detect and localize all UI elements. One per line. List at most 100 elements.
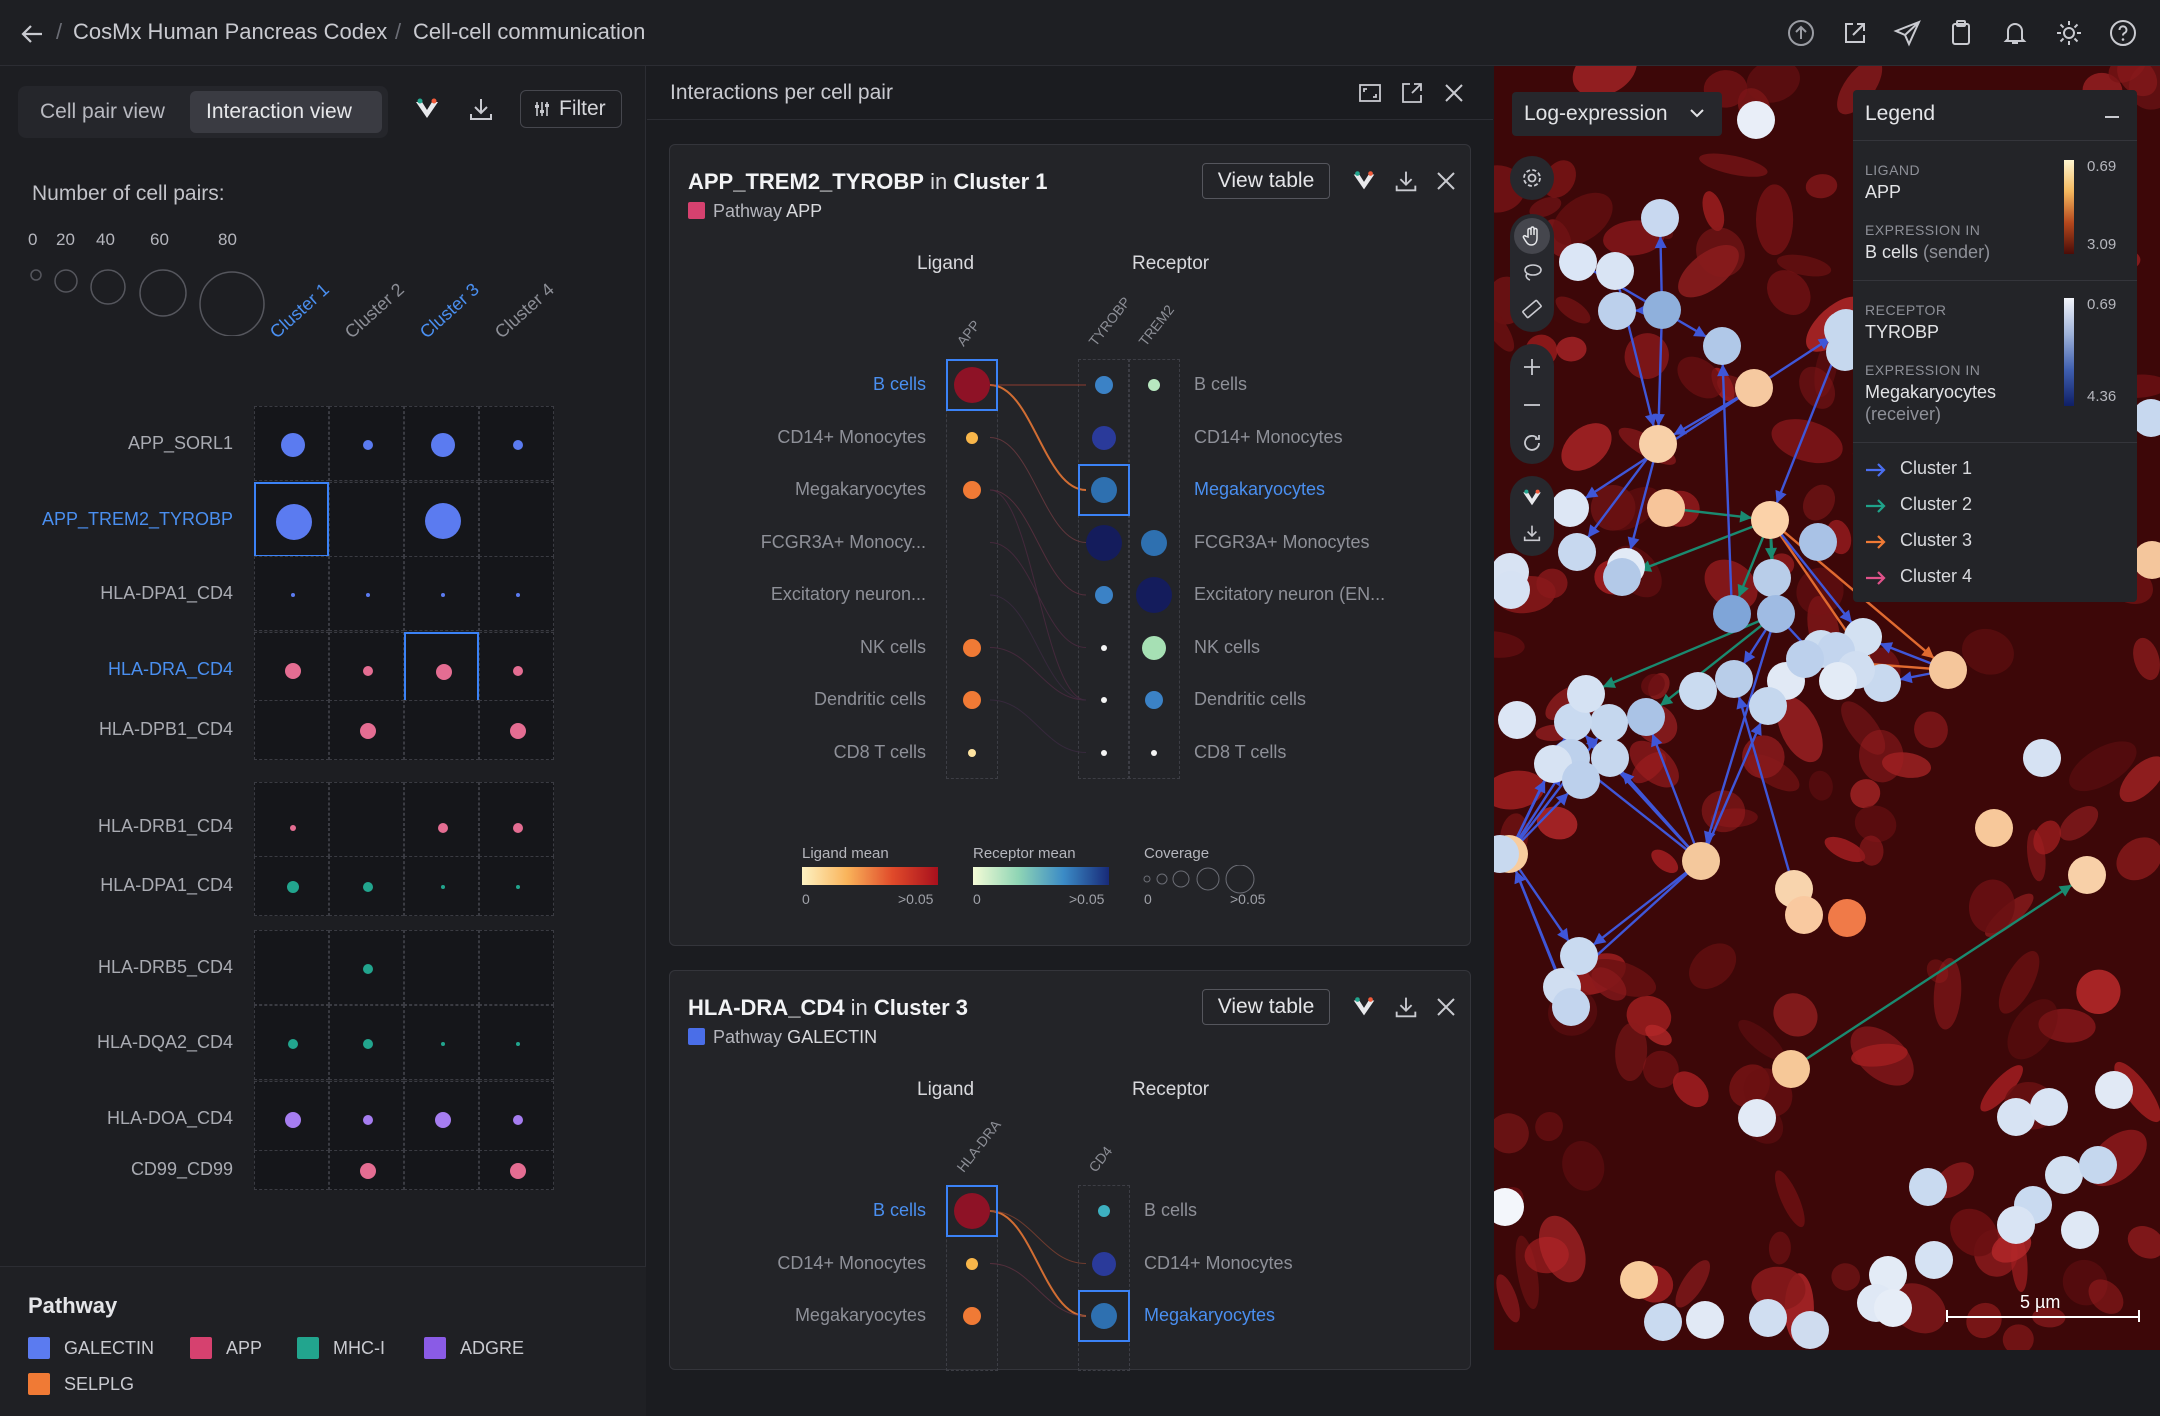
receptor-dot[interactable] <box>1092 425 1116 450</box>
receptor-dot[interactable] <box>1092 1251 1116 1276</box>
cell-node[interactable] <box>1562 761 1600 799</box>
ligand-dot[interactable] <box>963 691 981 709</box>
matrix-cell[interactable] <box>329 700 404 760</box>
receiver-cell-type[interactable]: Dendritic cells <box>1194 689 1307 709</box>
sender-cell-type[interactable]: B cells <box>872 1200 926 1220</box>
sender-cell-type[interactable]: CD14+ Monocytes <box>777 1252 926 1273</box>
cell-node[interactable] <box>1915 1241 1953 1279</box>
sender-cell-type[interactable]: Megakaryocytes <box>794 1305 926 1325</box>
sender-cell-type[interactable]: B cells <box>872 374 926 394</box>
cell-node[interactable] <box>1703 327 1741 365</box>
download-icon[interactable] <box>1392 167 1420 195</box>
cell-node[interactable] <box>1643 291 1681 329</box>
ligand-dot[interactable] <box>963 638 981 657</box>
matrix-cell[interactable] <box>254 406 329 481</box>
download-icon[interactable] <box>1392 993 1420 1021</box>
close-icon[interactable] <box>1432 167 1460 195</box>
sender-cell-type[interactable]: FCGR3A+ Monocy... <box>760 531 926 552</box>
sender-cell-type[interactable]: Excitatory neuron... <box>770 584 926 604</box>
matrix-cell[interactable] <box>404 930 479 1005</box>
upload-icon[interactable] <box>1786 18 1816 48</box>
cell-node[interactable] <box>1715 660 1753 698</box>
close-icon[interactable] <box>1432 993 1460 1021</box>
bell-icon[interactable] <box>2000 18 2030 48</box>
popout-icon[interactable] <box>1399 80 1425 106</box>
zoom-in-icon[interactable] <box>1521 356 1543 378</box>
matrix-cell[interactable] <box>479 1005 554 1080</box>
cell-node[interactable] <box>1772 1050 1810 1088</box>
cell-node[interactable] <box>1791 1311 1829 1349</box>
receptor-dot[interactable] <box>1101 749 1107 756</box>
sender-cell-type[interactable]: CD8 T cells <box>833 741 926 762</box>
cell-node[interactable] <box>1591 739 1629 777</box>
cell-node[interactable] <box>2045 1156 2083 1194</box>
settings-icon[interactable] <box>1521 167 1543 189</box>
matrix-cell[interactable] <box>254 856 329 916</box>
logo-icon[interactable] <box>412 94 442 124</box>
matrix-cell[interactable] <box>254 556 329 631</box>
cell-node[interactable] <box>1682 842 1720 880</box>
matrix-cell[interactable] <box>254 632 329 707</box>
cluster-legend-item[interactable]: Cluster 4 <box>1900 566 1973 586</box>
matrix-cell[interactable] <box>404 700 479 760</box>
matrix-cell[interactable] <box>254 1150 329 1190</box>
cell-node[interactable] <box>1786 640 1824 678</box>
help-icon[interactable] <box>2108 18 2138 48</box>
matrix-cell[interactable] <box>479 856 554 916</box>
cell-node[interactable] <box>1552 988 1590 1026</box>
matrix-cell[interactable] <box>404 406 479 481</box>
send-icon[interactable] <box>1893 18 1923 48</box>
zoom-out-icon[interactable] <box>1521 394 1543 416</box>
matrix-cell[interactable] <box>479 406 554 481</box>
hand-icon[interactable] <box>1521 225 1543 247</box>
cell-node[interactable] <box>2095 1071 2133 1109</box>
cell-node[interactable] <box>1975 809 2013 847</box>
cell-node[interactable] <box>1639 425 1677 463</box>
cell-pair-view-tab[interactable]: Cell pair view <box>40 100 165 123</box>
row-label[interactable]: HLA-DRB5_CD4 <box>97 956 233 977</box>
receptor-dot[interactable] <box>1151 749 1157 756</box>
ligand-dot[interactable] <box>963 1307 981 1325</box>
sun-icon[interactable] <box>2054 18 2084 48</box>
cell-node[interactable] <box>2030 1088 2068 1126</box>
matrix-cell[interactable] <box>329 856 404 916</box>
cell-node[interactable] <box>1644 1303 1682 1341</box>
cell-node[interactable] <box>1647 489 1685 527</box>
receptor-dot[interactable] <box>1101 644 1107 651</box>
column-header[interactable]: Cluster 2 <box>340 279 408 343</box>
receptor-dot[interactable] <box>1101 697 1107 703</box>
sender-cell-type[interactable]: Megakaryocytes <box>794 479 926 499</box>
cell-node[interactable] <box>1785 896 1823 934</box>
cell-node[interactable] <box>1735 369 1773 407</box>
view-table-button[interactable]: View table <box>1202 163 1330 199</box>
row-label[interactable]: HLA-DPA1_CD4 <box>100 875 233 895</box>
receiver-cell-type[interactable]: B cells <box>1144 1200 1198 1220</box>
matrix-cell[interactable] <box>329 930 404 1005</box>
sender-cell-type[interactable]: Dendritic cells <box>813 689 926 709</box>
sender-cell-type[interactable]: NK cells <box>859 636 926 657</box>
matrix-cell[interactable] <box>254 482 329 557</box>
receptor-dot[interactable] <box>1141 529 1167 556</box>
row-label[interactable]: APP_TREM2_TYROBP <box>41 508 233 529</box>
cell-node[interactable] <box>1627 698 1665 736</box>
receptor-dot[interactable] <box>1091 1303 1117 1329</box>
ligand-dot[interactable] <box>966 1257 978 1270</box>
matrix-cell[interactable] <box>479 1150 554 1190</box>
cell-node[interactable] <box>2061 1211 2099 1249</box>
column-header[interactable]: Cluster 3 <box>415 279 483 343</box>
matrix-cell[interactable] <box>479 700 554 760</box>
receiver-cell-type[interactable]: B cells <box>1194 374 1248 394</box>
row-label[interactable]: HLA-DRB1_CD4 <box>97 816 233 836</box>
cell-node[interactable] <box>1997 1206 2035 1244</box>
matrix-cell[interactable] <box>404 632 479 707</box>
matrix-cell[interactable] <box>404 1150 479 1190</box>
matrix-cell[interactable] <box>479 930 554 1005</box>
ligand-dot[interactable] <box>963 481 981 499</box>
matrix-cell[interactable] <box>479 632 554 707</box>
matrix-cell[interactable] <box>329 1081 404 1156</box>
matrix-cell[interactable] <box>329 406 404 481</box>
cell-node[interactable] <box>1874 1289 1912 1327</box>
matrix-cell[interactable] <box>479 482 554 557</box>
matrix-cell[interactable] <box>329 1005 404 1080</box>
download-icon[interactable] <box>1521 522 1543 544</box>
